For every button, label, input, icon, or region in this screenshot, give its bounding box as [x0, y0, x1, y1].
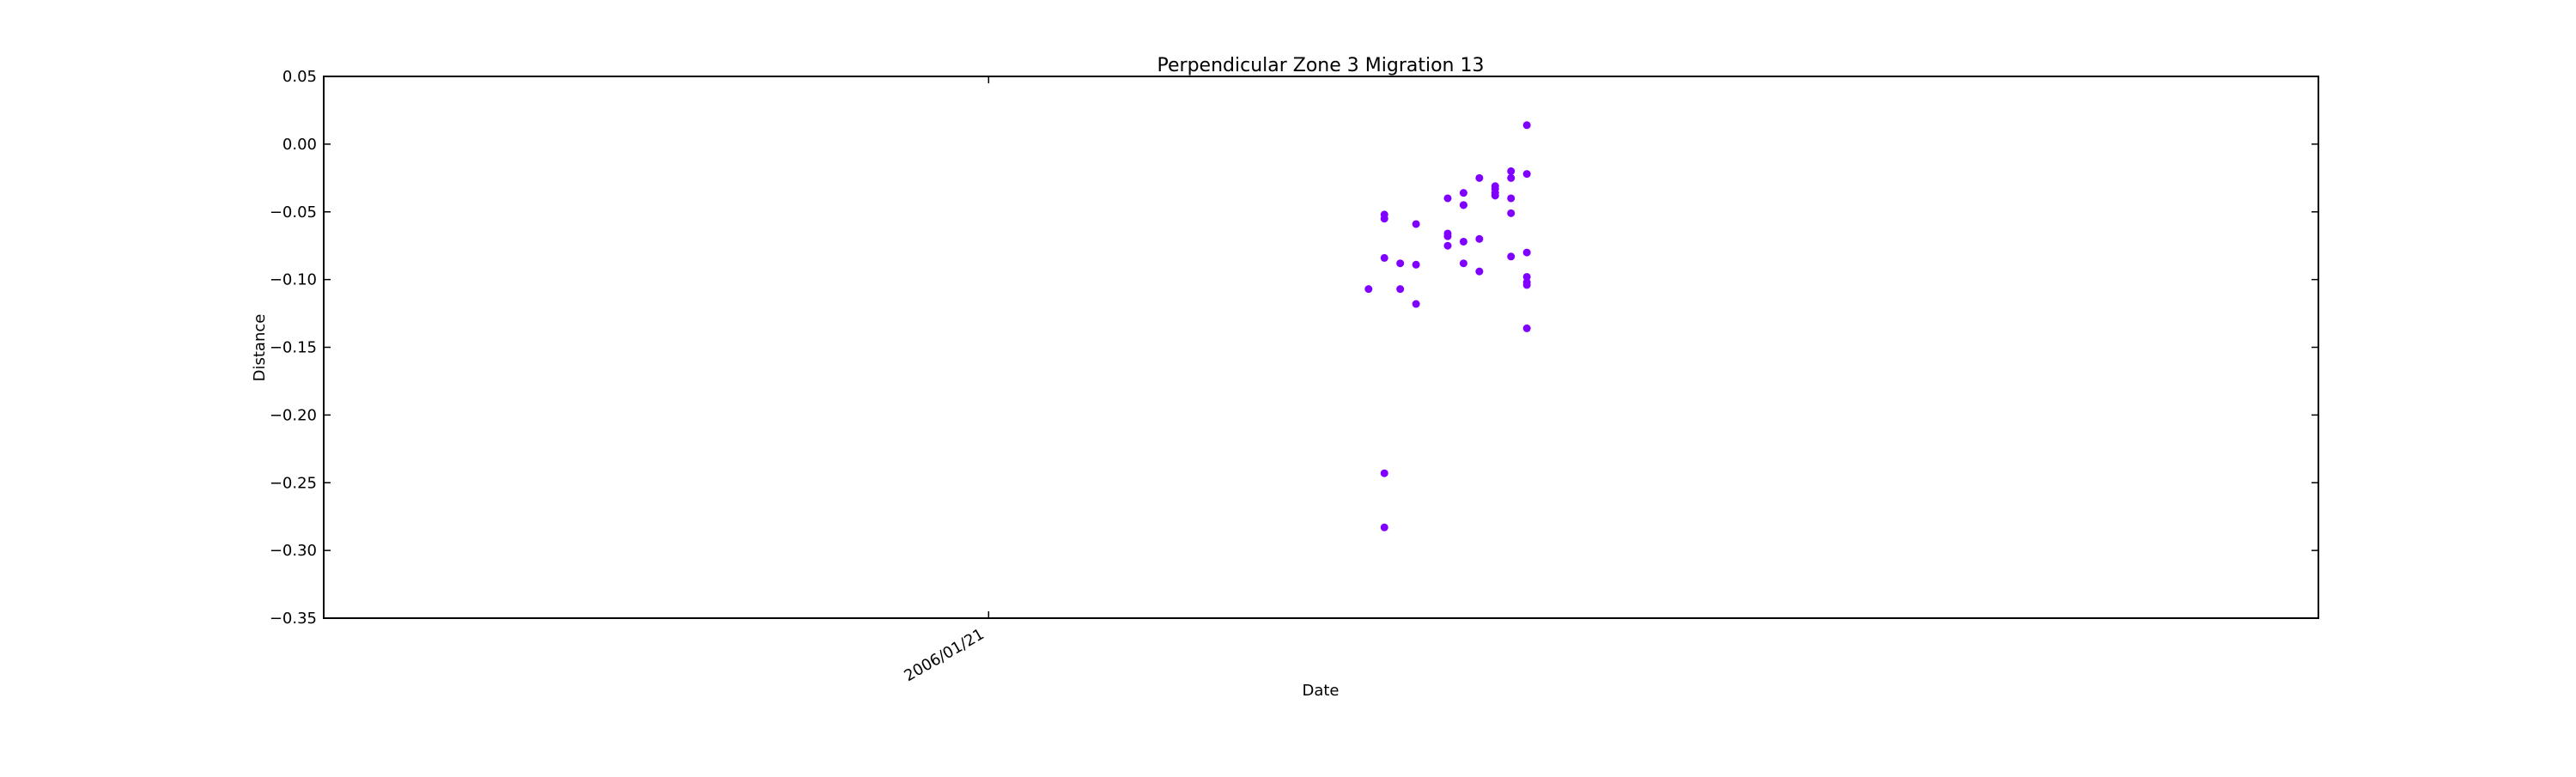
plot-area-frame: [323, 76, 2319, 619]
x-tick-label: 2006/01/21: [901, 625, 987, 685]
y-tick-label: −0.25: [270, 474, 317, 492]
scatter-point: [1380, 215, 1388, 223]
scatter-point: [1412, 260, 1420, 269]
scatter-point: [1475, 267, 1484, 276]
y-tick-label: −0.20: [270, 406, 317, 424]
scatter-point: [1507, 173, 1516, 182]
scatter-point: [1491, 191, 1499, 200]
scatter-point: [1507, 167, 1516, 175]
scatter-point: [1459, 237, 1467, 246]
scatter-points: [1364, 121, 1531, 531]
scatter-point: [1491, 182, 1499, 191]
scatter-point: [1443, 232, 1452, 240]
y-tick-label: −0.35: [270, 610, 317, 628]
scatter-point: [1507, 252, 1516, 261]
scatter-point: [1412, 220, 1420, 228]
scatter-point: [1380, 253, 1388, 262]
scatter-point: [1522, 170, 1531, 179]
scatter-point: [1459, 259, 1467, 268]
scatter-point: [1522, 272, 1531, 281]
scatter-point: [1364, 285, 1373, 294]
scatter-point: [1522, 324, 1531, 332]
y-tick-label: 0.05: [283, 68, 317, 86]
scatter-point: [1443, 194, 1452, 203]
y-tick-label: −0.15: [270, 339, 317, 357]
scatter-point: [1396, 285, 1405, 294]
scatter-point: [1380, 523, 1388, 531]
scatter-point: [1522, 248, 1531, 257]
y-tick-label: −0.05: [270, 203, 317, 222]
scatter-point: [1443, 241, 1452, 250]
scatter-point: [1380, 469, 1388, 477]
scatter-point: [1522, 281, 1531, 289]
scatter-point: [1396, 259, 1405, 268]
y-axis-ticks: 0.05 0.00 −0.05 −0.10 −0.15 −0.20 −0.25 −0.30 −0…: [270, 68, 2318, 628]
scatter-point: [1507, 194, 1516, 203]
scatter-point: [1475, 234, 1484, 243]
scatter-point: [1412, 300, 1420, 308]
scatter-point: [1507, 209, 1516, 217]
x-axis-label: Date: [1302, 682, 1339, 700]
chart-title: Perpendicular Zone 3 Migration 13: [1157, 55, 1485, 76]
y-tick-label: −0.30: [270, 542, 317, 560]
y-tick-label: −0.10: [270, 271, 317, 289]
scatter-point: [1475, 173, 1484, 182]
y-axis-label: Distance: [251, 314, 269, 382]
scatter-point: [1522, 121, 1531, 130]
scatter-point: [1459, 201, 1467, 209]
x-axis-ticks: 2006/01/21: [901, 76, 990, 685]
y-tick-label: 0.00: [283, 136, 317, 154]
scatter-point: [1459, 189, 1467, 197]
